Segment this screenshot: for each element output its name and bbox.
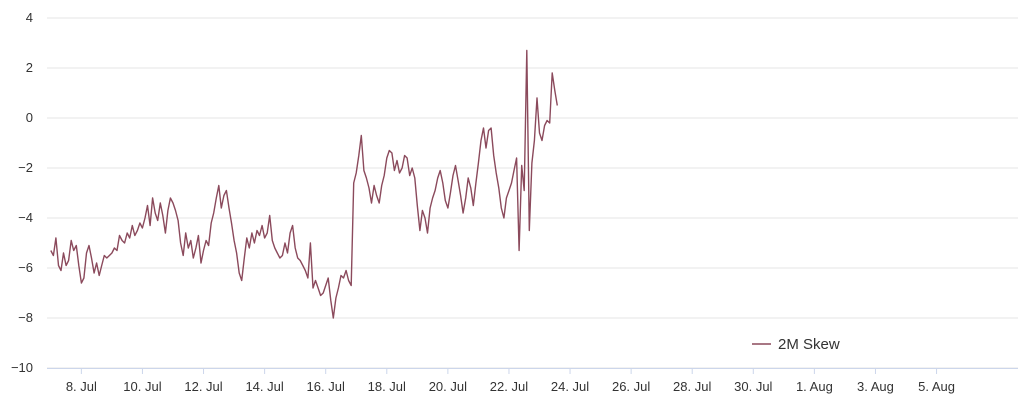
x-tick-label: 20. Jul — [429, 379, 467, 394]
x-tick-label: 16. Jul — [307, 379, 345, 394]
x-tick-label: 3. Aug — [857, 379, 894, 394]
x-tick-label: 26. Jul — [612, 379, 650, 394]
x-tick-label: 22. Jul — [490, 379, 528, 394]
x-tick-label: 5. Aug — [918, 379, 955, 394]
y-tick-label: −2 — [18, 160, 33, 175]
y-tick-label: −10 — [11, 360, 33, 375]
grid-lines — [47, 17, 1018, 369]
y-tick-label: −8 — [18, 310, 33, 325]
y-tick-label: −6 — [18, 260, 33, 275]
y-axis: 4 2 0 −2 −4 −6 −8 −10 — [11, 10, 33, 375]
x-tick-label: 24. Jul — [551, 379, 589, 394]
x-axis: 8. Jul 10. Jul 12. Jul 14. Jul 16. Jul 18. Ju… — [47, 368, 1018, 394]
y-tick-label: −4 — [18, 210, 33, 225]
series-layer — [50, 49, 558, 319]
y-tick-label: 0 — [26, 110, 33, 125]
legend[interactable]: 2M Skew — [752, 336, 840, 353]
x-tick-label: 10. Jul — [123, 379, 161, 394]
legend-label: 2M Skew — [778, 336, 840, 353]
x-tick-label: 1. Aug — [796, 379, 833, 394]
x-tick-label: 8. Jul — [66, 379, 97, 394]
x-tick-label: 30. Jul — [734, 379, 772, 394]
x-tick-label: 28. Jul — [673, 379, 711, 394]
x-tick-label: 12. Jul — [184, 379, 222, 394]
x-tick-label: 18. Jul — [368, 379, 406, 394]
y-tick-label: 2 — [26, 60, 33, 75]
series-line-2m-skew[interactable] — [50, 49, 558, 319]
x-tick-label: 14. Jul — [245, 379, 283, 394]
y-tick-label: 4 — [26, 10, 33, 25]
